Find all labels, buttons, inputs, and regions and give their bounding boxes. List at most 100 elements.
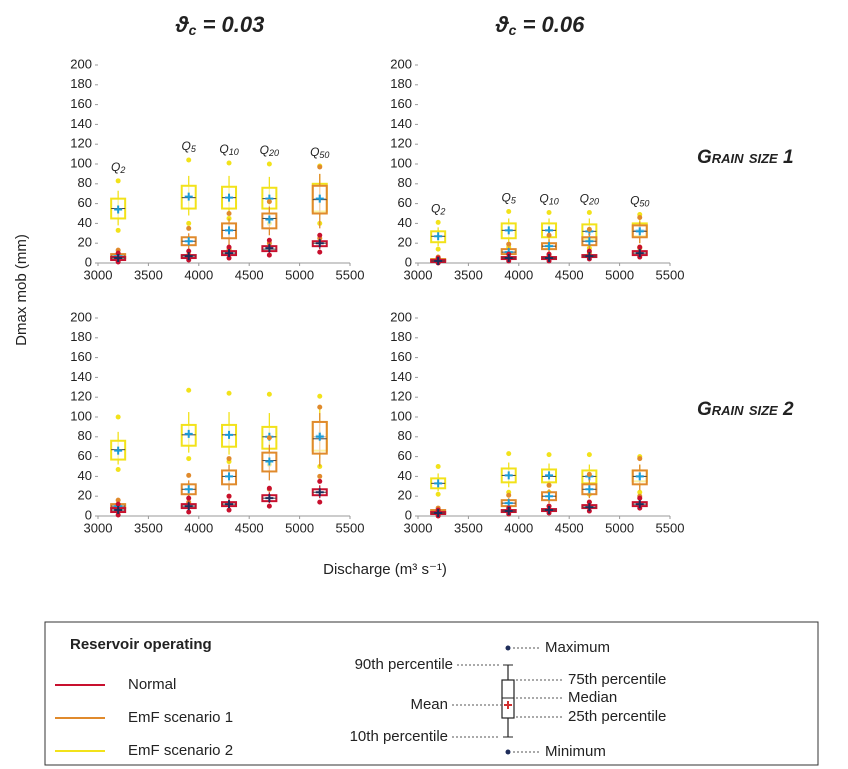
mean-marker bbox=[114, 506, 123, 515]
max-dot bbox=[115, 250, 121, 256]
mean-marker bbox=[545, 242, 554, 251]
y-tick-label: 200 bbox=[70, 56, 92, 71]
q-label: Q10 bbox=[219, 142, 238, 157]
min-dot bbox=[637, 489, 643, 495]
y-tick-label: 140 bbox=[70, 369, 92, 384]
min-dot bbox=[186, 509, 192, 515]
y-tick-label: 140 bbox=[390, 116, 412, 131]
q-label: Q20 bbox=[580, 192, 599, 207]
y-tick-label: 20 bbox=[78, 488, 92, 503]
max-dot bbox=[546, 482, 552, 488]
min-dot bbox=[115, 466, 121, 472]
q-label-sub: 20 bbox=[268, 148, 279, 158]
key-box bbox=[501, 679, 515, 719]
mean-marker bbox=[434, 509, 443, 518]
max-dot bbox=[186, 495, 192, 501]
key-max-dot bbox=[505, 645, 511, 651]
x-tick-label: 5500 bbox=[336, 520, 365, 535]
max-dot bbox=[186, 225, 192, 231]
q-label-sub: 50 bbox=[639, 199, 649, 209]
legend-label: EmF scenario 2 bbox=[128, 742, 233, 759]
key-label: Mean bbox=[410, 696, 448, 713]
column-title: ϑc = 0.06 bbox=[495, 12, 585, 38]
max-dot bbox=[186, 387, 192, 393]
mean-marker bbox=[585, 485, 594, 494]
q-label: Q50 bbox=[310, 145, 329, 160]
x-axis-label: Discharge (m³ s⁻¹) bbox=[323, 561, 447, 578]
max-dot bbox=[506, 209, 512, 215]
mean-marker bbox=[184, 485, 193, 494]
max-dot bbox=[266, 199, 272, 205]
box-key: Maximum 90th percentile 75th percentile … bbox=[350, 639, 667, 760]
max-dot bbox=[317, 232, 323, 238]
mean-marker bbox=[265, 457, 274, 466]
mean-marker bbox=[434, 479, 443, 488]
mean-marker bbox=[114, 446, 123, 455]
mean-marker bbox=[184, 237, 193, 246]
q-label-sub: 5 bbox=[511, 196, 517, 206]
max-dot bbox=[226, 493, 232, 499]
y-tick-label: 160 bbox=[390, 96, 412, 111]
x-tick-label: 3500 bbox=[134, 267, 163, 282]
y-tick-label: 40 bbox=[398, 468, 412, 483]
x-tick-label: 5000 bbox=[285, 520, 314, 535]
max-dot bbox=[586, 471, 592, 477]
max-dot bbox=[186, 157, 192, 163]
max-dot bbox=[226, 211, 232, 216]
x-tick-label: 5500 bbox=[656, 267, 685, 282]
y-tick-label: 40 bbox=[78, 468, 92, 483]
y-tick-label: 0 bbox=[405, 254, 412, 269]
min-dot bbox=[435, 491, 441, 497]
key-min-dot bbox=[505, 749, 511, 755]
max-dot bbox=[186, 472, 192, 478]
y-tick-label: 140 bbox=[390, 369, 412, 384]
legend-label: EmF scenario 1 bbox=[128, 709, 233, 726]
y-tick-label: 120 bbox=[390, 136, 412, 151]
key-label: Minimum bbox=[545, 743, 606, 760]
y-tick-label: 100 bbox=[390, 408, 412, 423]
mean-marker bbox=[114, 254, 123, 263]
mean-marker bbox=[504, 226, 513, 235]
q-label-main: Q bbox=[111, 160, 120, 174]
y-tick-label: 0 bbox=[85, 254, 92, 269]
q-label: Q2 bbox=[431, 202, 445, 217]
max-dot bbox=[506, 492, 512, 498]
max-dot bbox=[266, 391, 272, 397]
mean-marker bbox=[585, 252, 594, 261]
y-tick-label: 80 bbox=[398, 428, 412, 443]
q-label-main: Q bbox=[502, 191, 511, 205]
mean-marker bbox=[315, 239, 324, 248]
max-dot bbox=[637, 214, 643, 220]
key-mean bbox=[504, 701, 512, 709]
x-tick-label: 5500 bbox=[336, 267, 365, 282]
y-tick-label: 20 bbox=[398, 235, 412, 250]
q-label: Q2 bbox=[111, 160, 125, 175]
mean-marker bbox=[504, 254, 513, 263]
q-label-sub: 10 bbox=[229, 147, 239, 157]
max-dot bbox=[546, 210, 552, 216]
mean-marker bbox=[184, 192, 193, 201]
y-axis-label: Dmax mob (mm) bbox=[13, 234, 30, 346]
mean-marker bbox=[434, 232, 443, 241]
y-tick-label: 180 bbox=[390, 76, 412, 91]
mean-marker bbox=[225, 472, 234, 481]
max-dot bbox=[226, 456, 232, 462]
max-dot bbox=[546, 452, 552, 458]
x-tick-label: 5000 bbox=[285, 267, 314, 282]
y-tick-label: 100 bbox=[70, 155, 92, 170]
y-tick-label: 80 bbox=[78, 175, 92, 190]
key-label: 90th percentile bbox=[355, 656, 453, 673]
x-tick-label: 3500 bbox=[134, 520, 163, 535]
x-tick-label: 3500 bbox=[454, 520, 483, 535]
min-dot bbox=[317, 249, 323, 255]
max-dot bbox=[266, 485, 272, 491]
x-tick-label: 3000 bbox=[404, 267, 433, 282]
q-label: Q5 bbox=[502, 191, 517, 206]
min-dot bbox=[226, 255, 232, 261]
mean-marker bbox=[184, 502, 193, 511]
mean-marker bbox=[504, 471, 513, 480]
y-tick-label: 0 bbox=[405, 507, 412, 522]
x-tick-label: 4500 bbox=[555, 520, 584, 535]
max-dot bbox=[435, 464, 441, 469]
